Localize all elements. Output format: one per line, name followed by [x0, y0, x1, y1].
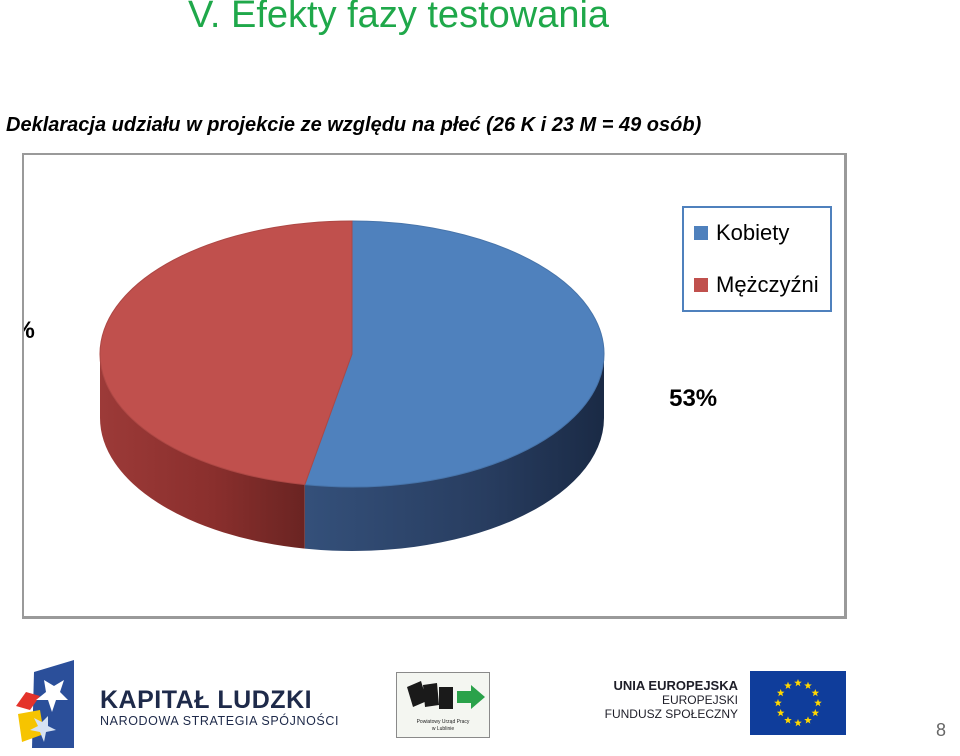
chart-frame: 53% 47% Kobiety Mężczyźni [22, 153, 847, 619]
eu-star-icon [776, 689, 785, 697]
eu-line-2: EUROPEJSKI [661, 693, 738, 707]
pup-name-line2: w Lublinie [431, 726, 455, 732]
pup-emblem-icon [407, 681, 485, 709]
legend-entry-1: Mężczyźni [716, 272, 819, 297]
legend-swatch-1 [694, 278, 708, 292]
pie-slice-side-m-czy-ni [100, 354, 305, 549]
legend-swatch-0 [694, 226, 708, 240]
eu-text-block: UNIA EUROPEJSKA EUROPEJSKI FUNDUSZ SPOŁE… [596, 678, 738, 721]
eu-star-icon [784, 716, 792, 724]
eu-star-icon [811, 709, 820, 717]
eu-line-3: FUNDUSZ SPOŁECZNY [604, 707, 738, 721]
eu-star-icon [804, 681, 812, 689]
kapital-ludzki-logo [16, 660, 74, 748]
eu-flag-icon [750, 671, 846, 735]
data-label-kobiety: 53% [669, 385, 717, 412]
footer: KAPITAŁ LUDZKI NARODOWA STRATEGIA SPÓJNO… [0, 650, 960, 756]
eu-star-icon [784, 681, 792, 689]
slide-title: V. Efekty fazy testowania [188, 0, 610, 36]
chart-subtitle: Deklaracja udziału w projekcie ze względ… [6, 114, 702, 136]
page-number: 8 [936, 720, 947, 740]
pup-logo: Powiatowy Urząd Pracy w Lublinie [396, 672, 490, 738]
pie-slice-m-czy-ni [99, 220, 353, 486]
eu-star-icon [811, 689, 820, 697]
pie-slice-side-kobiety [304, 354, 604, 551]
eu-star-icon [804, 716, 812, 724]
data-label-m-czy-ni: 47% [24, 317, 35, 344]
eu-line-1: UNIA EUROPEJSKA [613, 678, 738, 693]
eu-star-icon [794, 719, 802, 727]
eu-star-icon [794, 679, 802, 687]
pie-chart: 53% 47% Kobiety Mężczyźni [24, 206, 832, 551]
kapital-ludzki-subtitle: NARODOWA STRATEGIA SPÓJNOŚCI [100, 714, 340, 728]
pup-name-line1: Powiatowy Urząd Pracy [416, 719, 470, 725]
eu-star-icon [774, 699, 782, 707]
legend-entry-0: Kobiety [716, 220, 789, 245]
pie-slice-kobiety [304, 220, 605, 488]
kapital-ludzki-name: KAPITAŁ LUDZKI [100, 686, 313, 714]
eu-star-icon [814, 699, 822, 707]
eu-star-icon [776, 709, 785, 717]
legend-box [682, 206, 832, 312]
